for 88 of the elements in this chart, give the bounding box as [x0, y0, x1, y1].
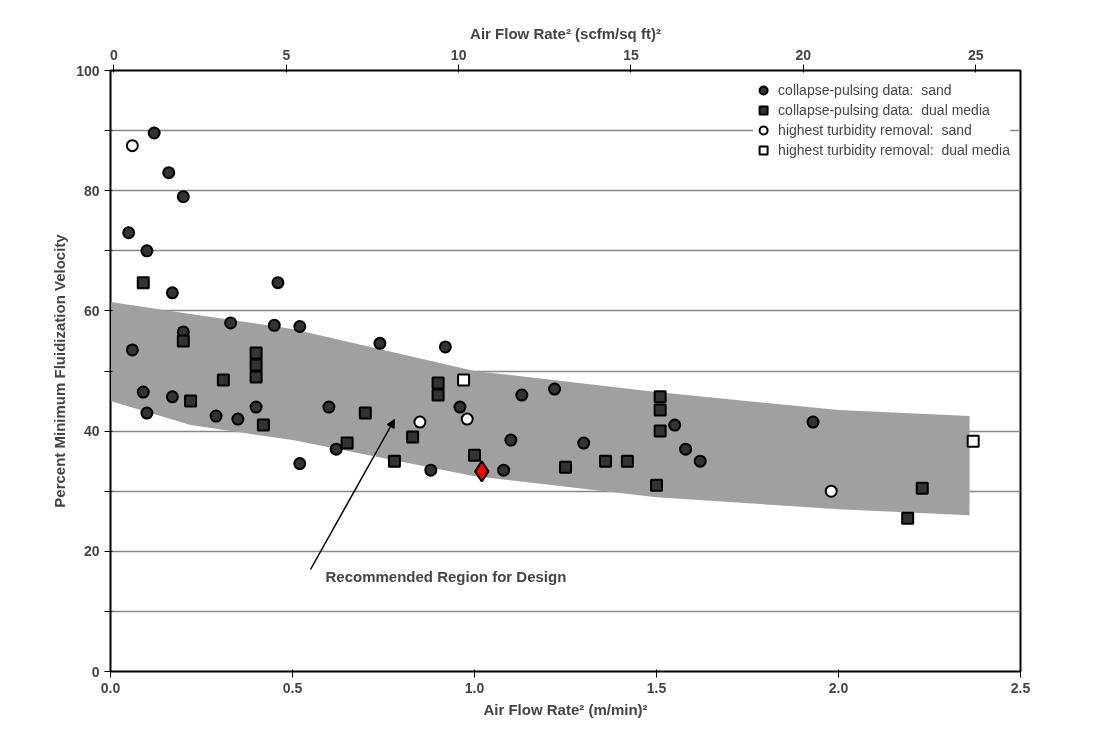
point — [457, 373, 471, 387]
point — [136, 276, 150, 290]
annotation: Recommended Region for Design — [325, 568, 567, 585]
point — [176, 190, 190, 204]
y-axis-title: Percent Minimum Fluidization Velocity — [51, 233, 69, 508]
legend-label: highest turbidity removal: dual media — [778, 142, 1010, 158]
y-tick-label: 20 — [83, 543, 100, 560]
x2-tick-label: 15 — [623, 46, 639, 63]
point — [271, 276, 285, 290]
point — [249, 346, 263, 360]
point — [340, 436, 354, 450]
point — [431, 388, 445, 402]
point — [387, 454, 401, 468]
x2-tick-label: 0 — [110, 46, 119, 63]
point — [679, 442, 693, 456]
point — [559, 460, 572, 474]
point — [293, 457, 307, 471]
legend-label: collapse-pulsing data: sand — [778, 82, 952, 98]
point — [504, 433, 518, 447]
point — [125, 343, 139, 357]
point — [438, 340, 452, 354]
legend-label: highest turbidity removal: sand — [778, 122, 972, 138]
point — [468, 448, 481, 462]
point — [373, 336, 387, 350]
y-tick-label: 100 — [76, 62, 100, 79]
point — [136, 385, 150, 399]
y-tick-label: 60 — [83, 302, 100, 319]
point — [224, 316, 238, 330]
point — [176, 334, 190, 348]
point — [122, 226, 136, 240]
point — [140, 244, 154, 258]
x-tick-label: 2.5 — [1010, 679, 1031, 696]
point — [147, 126, 161, 140]
point — [249, 358, 263, 372]
point — [293, 320, 307, 334]
point — [497, 463, 511, 477]
x2-tick-label: 20 — [795, 46, 812, 63]
point — [650, 478, 663, 492]
point — [668, 418, 682, 432]
y-tick-label: 0 — [91, 663, 100, 680]
point — [548, 382, 562, 396]
x2-axis-title: Air Flow Rate² (scfm/sq ft)² — [470, 24, 661, 42]
point — [406, 430, 420, 444]
point — [140, 406, 154, 420]
point — [693, 454, 707, 468]
point — [806, 415, 820, 429]
point — [231, 412, 245, 426]
point — [424, 463, 438, 477]
point — [653, 424, 667, 438]
point — [249, 370, 263, 384]
point — [453, 400, 467, 414]
x-tick-label: 1.5 — [646, 679, 667, 696]
point — [162, 166, 176, 180]
point — [915, 481, 929, 495]
y-tick-label: 80 — [83, 182, 100, 199]
point — [165, 286, 179, 300]
point — [329, 442, 343, 456]
point — [966, 434, 980, 448]
point — [209, 409, 223, 423]
legend-label: collapse-pulsing data: dual media — [778, 102, 990, 118]
x2-tick-label: 5 — [282, 46, 291, 63]
point — [599, 454, 613, 468]
x-tick-label: 1.0 — [464, 679, 485, 696]
x-tick-label: 0.0 — [100, 679, 121, 696]
point — [653, 390, 667, 404]
point — [249, 400, 263, 414]
point — [216, 373, 230, 387]
point — [431, 376, 445, 390]
point — [165, 390, 179, 404]
x-axis-title: Air Flow Rate² (m/min)² — [483, 700, 648, 718]
x-tick-label: 0.5 — [282, 679, 303, 696]
point — [577, 436, 591, 450]
x-tick-label: 2.0 — [828, 679, 849, 696]
point — [256, 418, 270, 432]
point — [515, 388, 529, 402]
point — [460, 412, 474, 426]
point — [901, 511, 915, 525]
x2-tick-label: 10 — [450, 46, 467, 63]
point — [267, 318, 281, 332]
point — [620, 454, 634, 468]
point — [824, 484, 838, 498]
point — [413, 415, 427, 429]
x2-tick-label: 25 — [967, 46, 984, 63]
point — [184, 394, 198, 408]
y-tick-label: 40 — [83, 423, 100, 440]
point — [653, 403, 667, 417]
point — [322, 400, 336, 414]
point — [358, 406, 372, 420]
